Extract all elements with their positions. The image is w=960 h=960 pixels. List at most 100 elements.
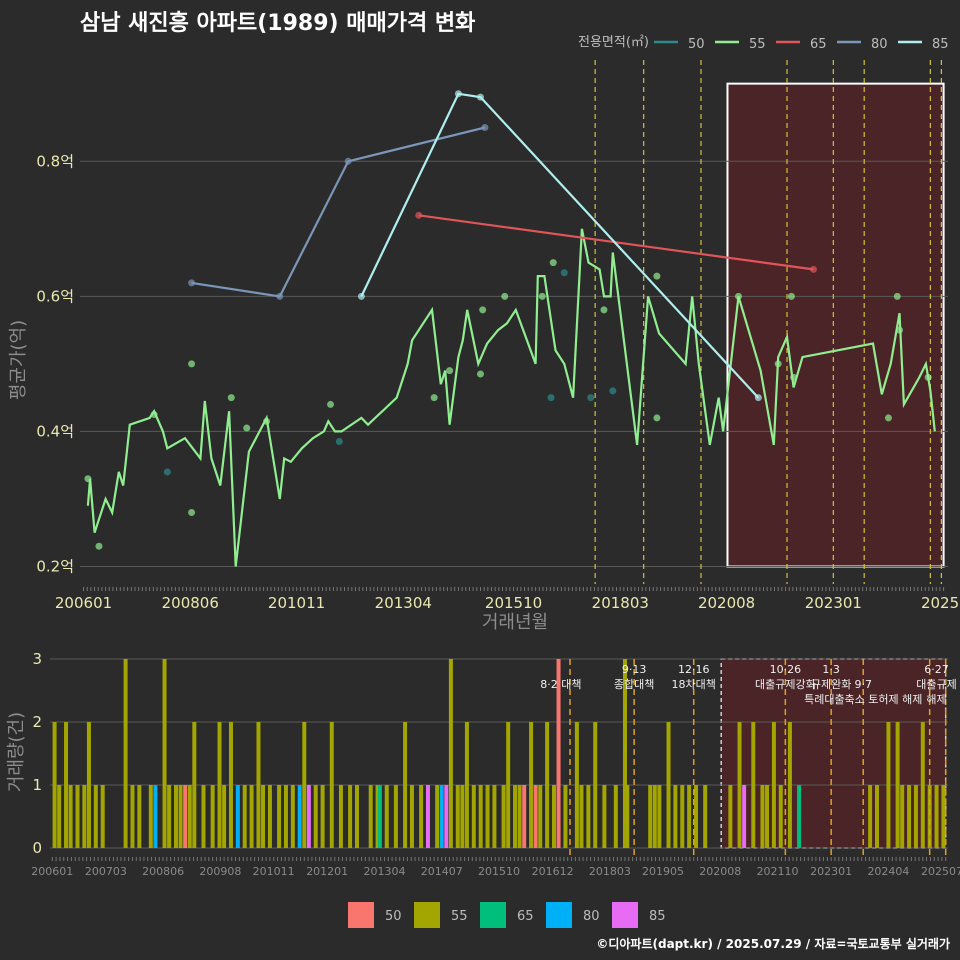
volume-x-tick-label: 202008	[699, 865, 741, 878]
volume-bar-55	[622, 659, 627, 848]
volume-bar-55	[737, 722, 742, 848]
area-legend: 전용면적(㎡) 50 55 65 80 85	[578, 35, 949, 52]
volume-bar-55	[178, 785, 183, 848]
policy-annotation: 해제	[926, 692, 946, 706]
volume-bar-55	[403, 722, 408, 848]
volume-bar-55	[148, 785, 153, 848]
scatter-point-55	[893, 292, 901, 300]
legend-label-55: 55	[749, 37, 766, 52]
scatter-point-55	[430, 394, 438, 402]
policy-annotation: 종합대책	[614, 678, 654, 691]
volume-bar-55	[187, 785, 192, 848]
volume-bar-55	[368, 785, 373, 848]
volume-bar-55	[501, 785, 506, 848]
volume-x-tick-label: 201510	[478, 865, 520, 878]
volume-bar-55	[448, 659, 453, 848]
policy-annotation: 12·16	[678, 663, 710, 676]
volume-legend-label-65: 65	[517, 909, 534, 924]
volume-bar-55	[485, 785, 490, 848]
volume-bar-55	[765, 785, 770, 848]
volume-bar-55	[907, 785, 912, 848]
volume-bar-55	[338, 785, 343, 848]
scatter-point-50	[335, 438, 343, 446]
chart-title: 삼남 새진흥 아파트(1989) 매매가격 변화	[80, 11, 475, 36]
volume-bar-55	[173, 785, 178, 848]
volume-x-tick-label: 200703	[85, 865, 127, 878]
series-line-55	[86, 228, 936, 567]
volume-bar-55	[517, 785, 522, 848]
volume-bar-55	[941, 785, 946, 848]
volume-bar-55	[602, 785, 607, 848]
price-panel: 0.2억 0.4억 0.6억 0.8억 200601 200806 201011 201304…	[8, 60, 959, 633]
scatter-point-55	[476, 370, 484, 378]
scatter-point-50	[547, 394, 555, 402]
scatter-point-55	[538, 292, 546, 300]
volume-bar-55	[75, 785, 80, 848]
scatter-point-55	[653, 272, 661, 280]
legend-label-50: 50	[688, 37, 705, 52]
volume-bar-55	[313, 785, 318, 848]
volume-bar-55	[201, 785, 206, 848]
volume-legend: 50 55 65 80 85	[348, 902, 666, 928]
volume-bar-85	[444, 785, 449, 848]
volume-bar-55	[82, 785, 87, 848]
volume-x-tick-label: 201803	[589, 865, 631, 878]
legend-title: 전용면적(㎡)	[578, 35, 649, 50]
volume-legend-label-50: 50	[385, 909, 402, 924]
scatter-point-50	[163, 468, 171, 476]
scatter-point-55	[446, 367, 454, 375]
volume-bar-55	[464, 722, 469, 848]
volume-bar-55	[728, 785, 733, 848]
volume-bar-55	[895, 722, 900, 848]
volume-bar-65	[797, 785, 802, 848]
volume-bar-55	[506, 722, 511, 848]
x-tick-label: 202008	[698, 594, 755, 612]
volume-bar-55	[283, 785, 288, 848]
policy-annotation: 1·3	[822, 663, 840, 676]
volume-bar-55	[760, 785, 765, 848]
volume-bar-55	[290, 785, 295, 848]
volume-bar-55	[460, 785, 465, 848]
volume-bar-55	[625, 785, 630, 848]
volume-x-tick-label: 200908	[199, 865, 241, 878]
scatter-point-55	[653, 414, 661, 422]
volume-bar-85	[306, 785, 311, 848]
scatter-point-55	[327, 400, 335, 408]
volume-y-tick-label: 0	[32, 839, 42, 857]
volume-bar-55	[593, 722, 598, 848]
volume-bar-55	[57, 785, 62, 848]
volume-legend-swatch-65	[480, 902, 506, 928]
volume-bar-55	[874, 785, 879, 848]
volume-bar-55	[703, 785, 708, 848]
series-line-85	[360, 92, 760, 399]
volume-bar-55	[900, 785, 905, 848]
policy-annotation: 9·7	[854, 678, 872, 691]
volume-bar-55	[886, 722, 891, 848]
volume-bar-55	[123, 659, 128, 848]
volume-x-tick-label: 202507	[921, 865, 960, 878]
volume-x-tick-label: 202301	[810, 865, 852, 878]
volume-panel: 0 1 2 3 8·2 대책 9·13 종합대책 12·16 18차대책 10·26 대출규제강화 1…	[6, 650, 960, 878]
x-tick-label: 201803	[592, 594, 649, 612]
volume-bar-55	[393, 785, 398, 848]
y-tick-label: 0.4억	[36, 422, 74, 440]
volume-bar-55	[256, 722, 261, 848]
volume-bar-55	[579, 785, 584, 848]
credit-text: ©디아파트(dapt.kr) / 2025.07.29 / 자료=국토교통부 실…	[596, 936, 950, 951]
volume-bar-55	[68, 785, 73, 848]
y-axis-title: 평균가(억)	[8, 320, 29, 400]
volume-bar-55	[778, 785, 783, 848]
volume-bar-55	[666, 722, 671, 848]
volume-bar-55	[130, 785, 135, 848]
volume-x-tick-label: 200601	[31, 865, 73, 878]
x-tick-label: 201011	[268, 594, 325, 612]
volume-bar-55	[162, 659, 167, 848]
policy-annotation: 대출규제강화	[755, 678, 816, 691]
scatter-point-50	[587, 394, 595, 402]
volume-x-tick-label: 202110	[757, 865, 799, 878]
volume-bar-55	[93, 785, 98, 848]
volume-bar-55	[419, 785, 424, 848]
volume-x-tick-label: 201612	[532, 865, 574, 878]
volume-bar-80	[153, 785, 158, 848]
